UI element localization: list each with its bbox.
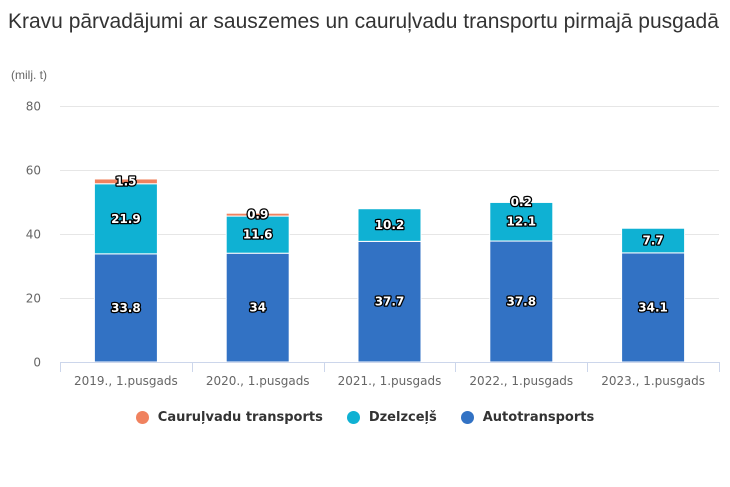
data-label: 10.2 [375,218,405,232]
bar-segment[interactable] [225,215,290,254]
data-labels: 33.8 21.9 1.5 34 11.6 0.9 37.7 10.2 37.8 12.1 0.2 3… [110,173,669,316]
legend-label: Dzelzceļš [368,410,437,425]
y-tick-label: 20 [26,292,41,306]
y-tick-label: 60 [26,164,41,178]
data-label: 21.9 [111,212,141,226]
x-tick-label: 2021., 1.pusgads [338,374,442,388]
data-label: 37.8 [506,295,536,309]
data-label: 11.6 [243,228,273,242]
y-tick-label: 80 [26,100,41,114]
bars [93,178,686,363]
y-axis-unit-label: (milj. t) [11,68,47,82]
chart-title: Kravu pārvadājumi ar sauszemes un cauruļ… [8,10,719,33]
bar-segment[interactable] [225,212,290,217]
x-tick-label: 2020., 1.pusgads [206,374,310,388]
x-tick-label: 2019., 1.pusgads [74,374,178,388]
y-tick-label: 0 [33,356,41,370]
bar-segment[interactable] [93,178,158,185]
data-label: 34.1 [638,300,668,314]
legend-marker-icon [460,411,474,424]
y-axis-ticks: 0 20 40 60 80 [26,100,41,370]
data-label: 7.7 [642,234,663,248]
legend-item[interactable]: Autotransports [460,410,595,425]
data-label: 37.7 [375,295,405,309]
legend-marker-icon [346,411,360,424]
data-label: 12.1 [506,215,536,229]
legend-item[interactable]: Dzelzceļš [346,410,437,425]
bar-segment[interactable] [489,201,554,203]
x-axis: 2019., 1.pusgads 2020., 1.pusgads 2021., 1… [60,362,720,388]
y-tick-label: 40 [26,228,41,242]
bar-segment[interactable] [357,208,422,242]
data-label: 1.5 [115,174,136,188]
x-tick-label: 2023., 1.pusgads [601,374,705,388]
bar-segment[interactable] [621,252,686,363]
data-label: 0.2 [511,195,532,209]
data-label: 33.8 [111,301,141,315]
x-tick-label: 2022., 1.pusgads [469,374,573,388]
legend-label: Cauruļvadu transports [157,410,323,425]
data-label: 0.9 [247,208,268,222]
bar-segment[interactable] [93,253,158,363]
bar-segment[interactable] [489,240,554,363]
legend-item[interactable]: Cauruļvadu transports [135,410,323,425]
legend: Cauruļvadu transports Dzelzceļš Autotransp… [0,410,730,425]
bar-segment[interactable] [621,227,686,254]
bar-segment[interactable] [93,183,158,255]
bar-segment[interactable] [489,201,554,242]
data-label: 34 [249,301,266,315]
legend-label: Autotransports [482,410,595,425]
legend-marker-icon [135,411,149,424]
